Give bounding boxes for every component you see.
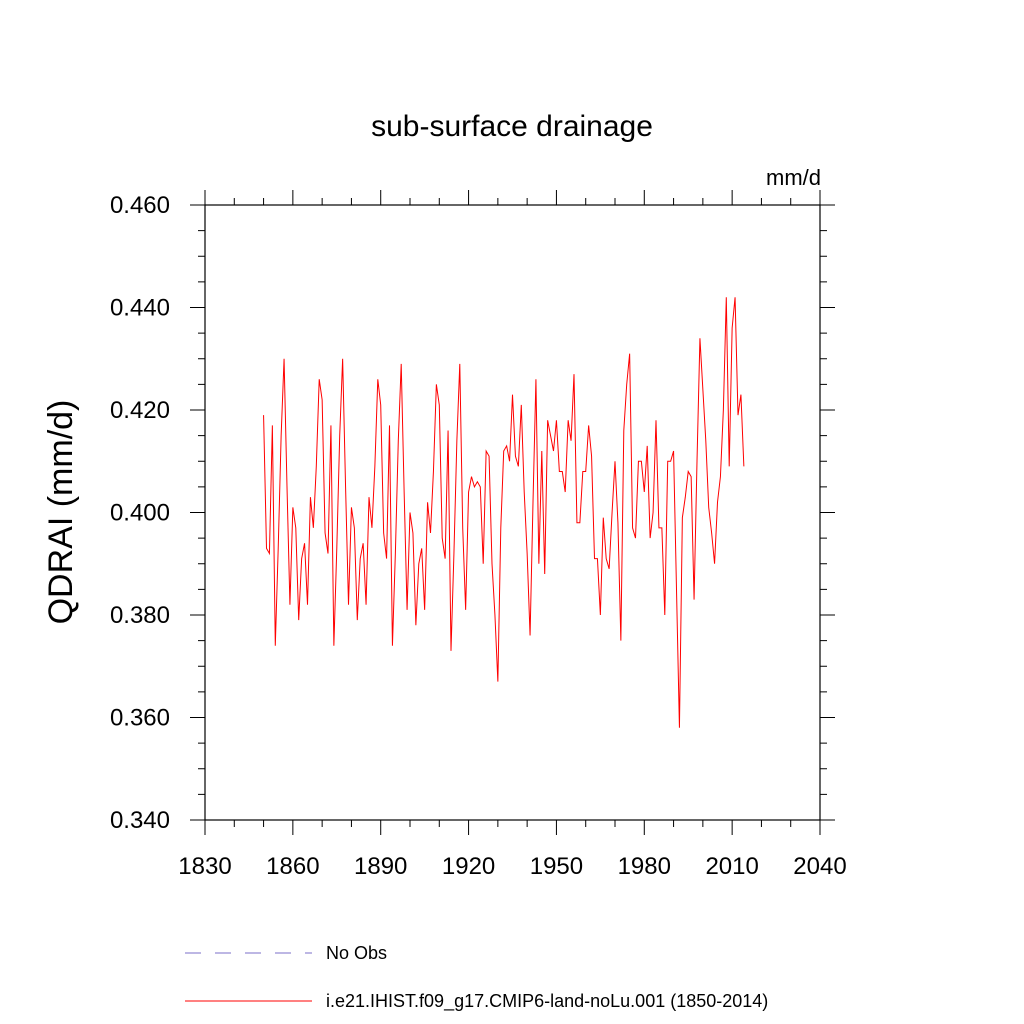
- y-tick-label: 0.340: [110, 807, 170, 834]
- x-tick-label: 1860: [266, 853, 319, 880]
- y-tick-label: 0.460: [110, 192, 170, 219]
- x-tick-label: 1950: [530, 853, 583, 880]
- plot-frame: [204, 204, 821, 821]
- x-tick-label: 1890: [354, 853, 407, 880]
- y-tick-label: 0.420: [110, 397, 170, 424]
- series-lines: [263, 297, 745, 728]
- y-tick-label: 0.380: [110, 602, 170, 629]
- x-tick-label: 1980: [618, 853, 671, 880]
- y-tick-labels: 0.340 0.360 0.380 0.400 0.420 0.440 0.460: [110, 192, 170, 834]
- axis-ticks: [190, 190, 835, 835]
- x-tick-label: 1920: [442, 853, 495, 880]
- x-tick-label: 2010: [705, 853, 758, 880]
- x-tick-labels: 1830 1860 1890 1920 1950 1980 2010 2040: [178, 853, 846, 880]
- x-tick-label: 1830: [178, 853, 231, 880]
- y-tick-label: 0.400: [110, 500, 170, 527]
- units-label: mm/d: [766, 165, 821, 190]
- y-axis-label: QDRAI (mm/d): [42, 400, 80, 625]
- legend-label-model: i.e21.IHIST.f09_g17.CMIP6-land-noLu.001 …: [326, 991, 768, 1012]
- y-tick-label: 0.360: [110, 705, 170, 732]
- series-line: [263, 297, 745, 728]
- chart-title: sub-surface drainage: [371, 110, 653, 143]
- x-tick-label: 2040: [793, 853, 846, 880]
- legend-label-no-obs: No Obs: [326, 943, 387, 963]
- y-tick-label: 0.440: [110, 295, 170, 322]
